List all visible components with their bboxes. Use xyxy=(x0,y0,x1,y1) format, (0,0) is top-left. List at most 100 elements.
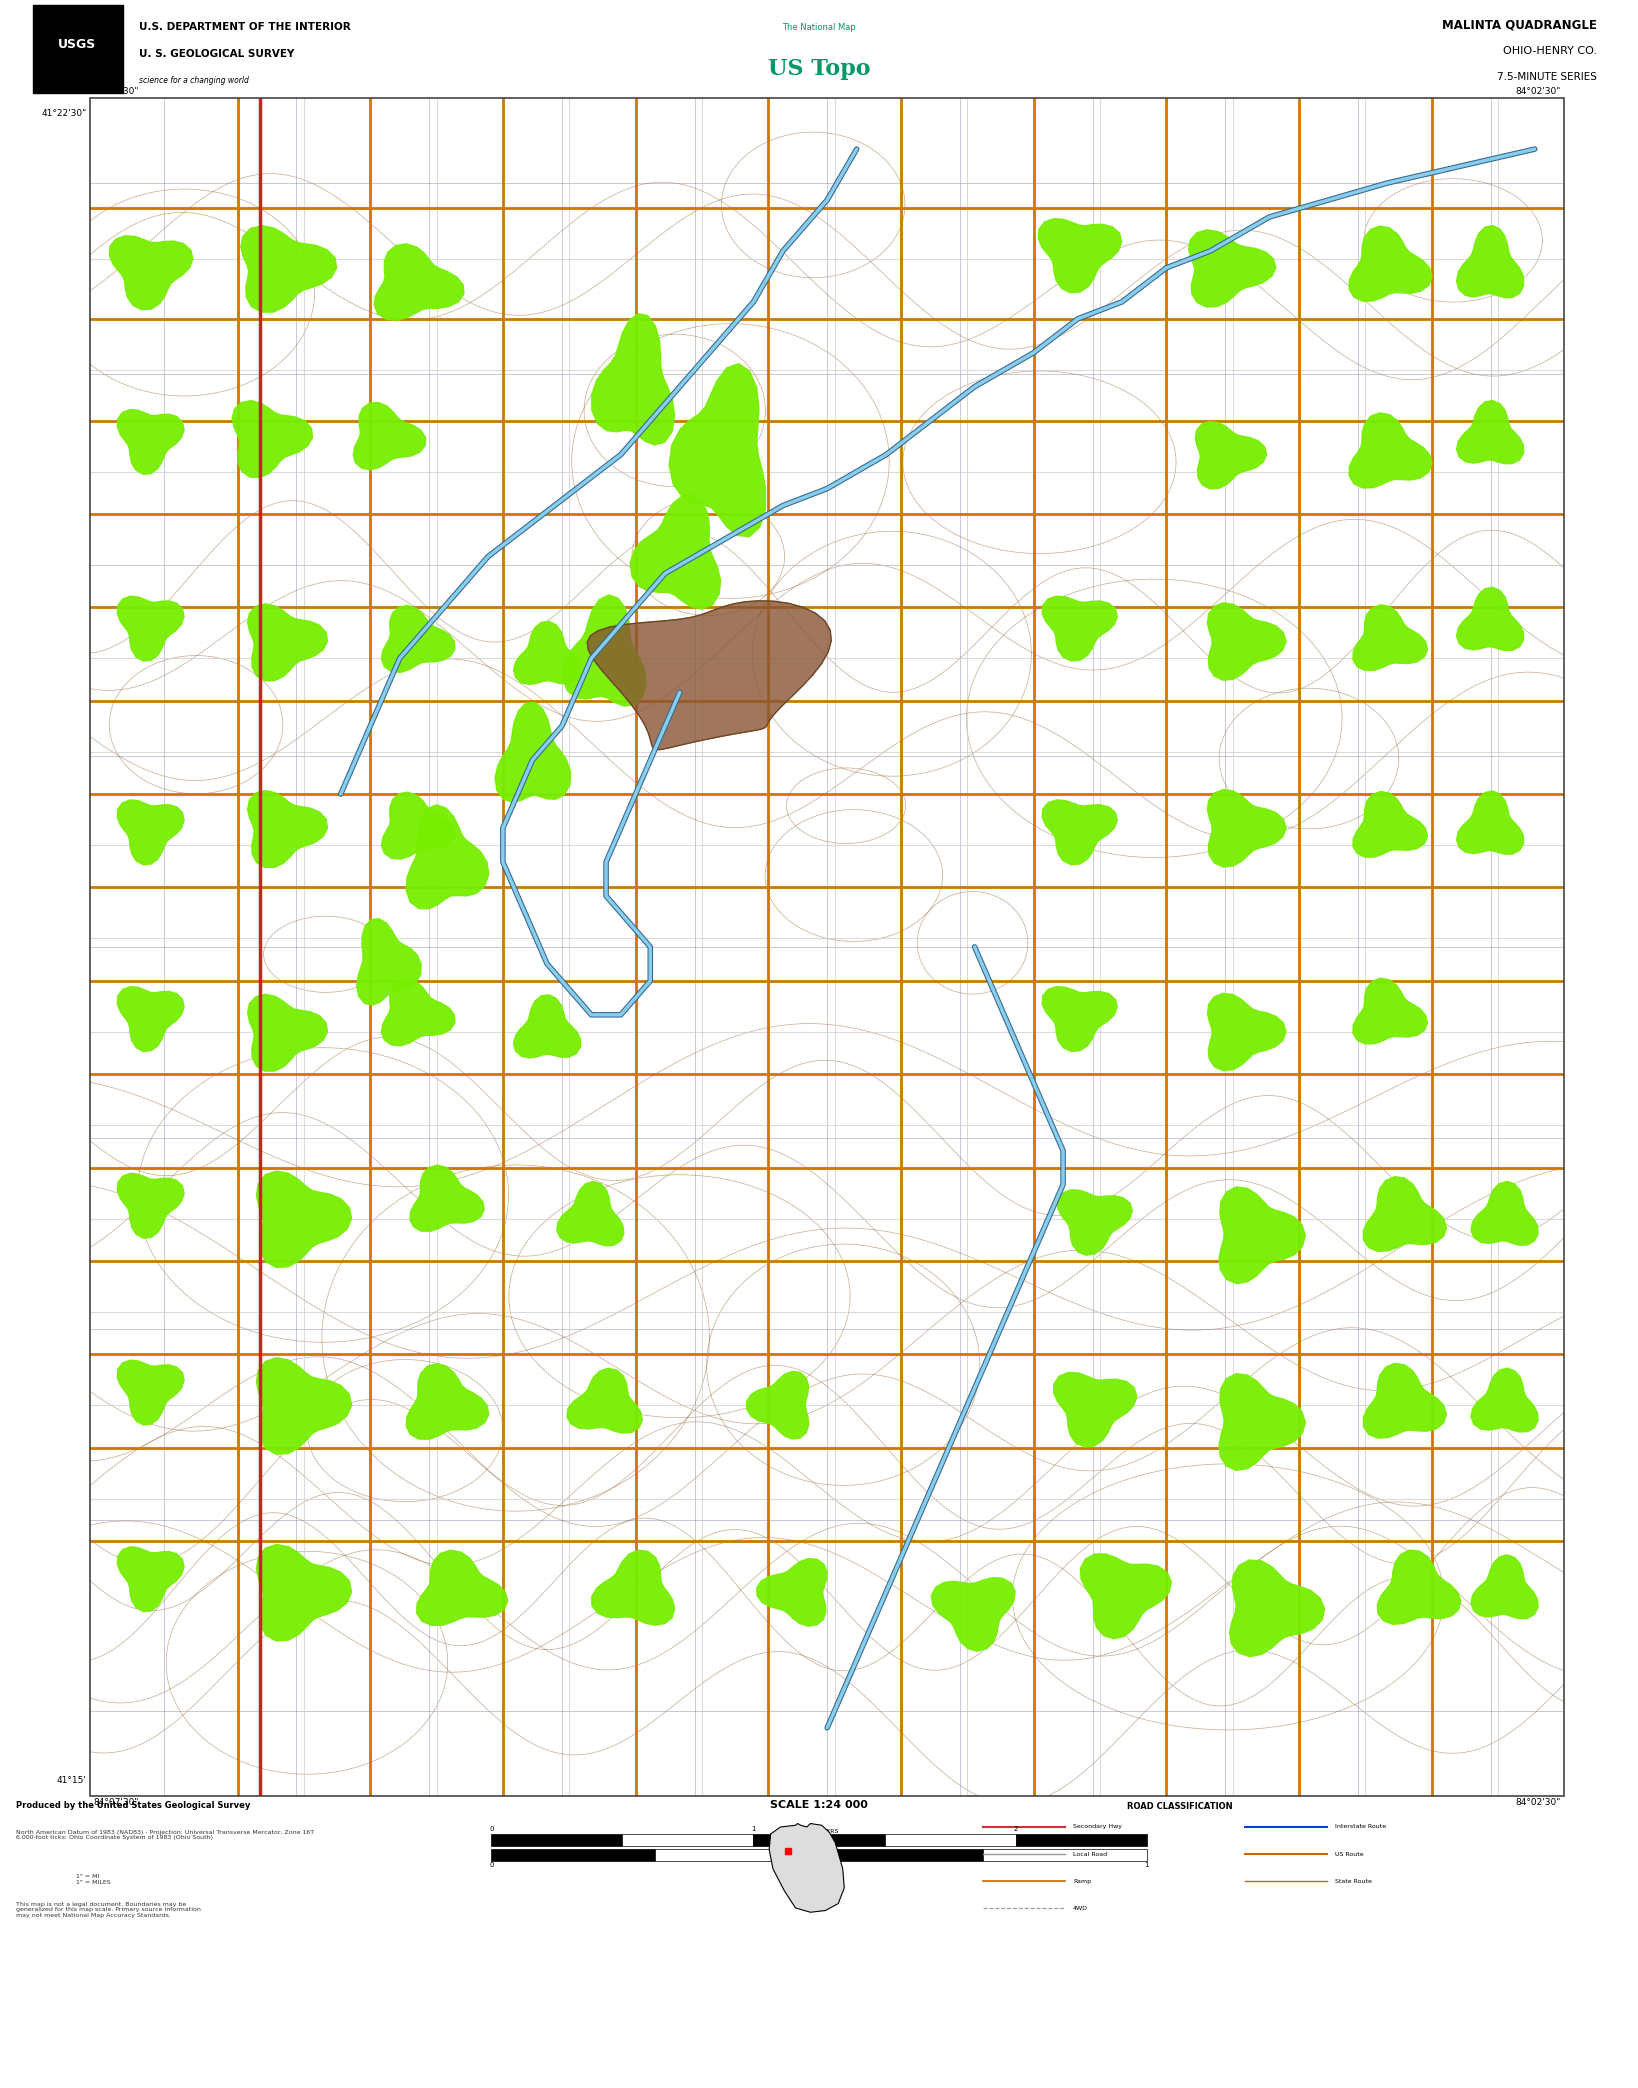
Polygon shape xyxy=(118,409,183,474)
Polygon shape xyxy=(591,313,675,445)
Text: North American Datum of 1983 (NAD83) - Projection: Universal Transverse Mercator: North American Datum of 1983 (NAD83) - P… xyxy=(16,1829,314,1846)
Text: The National Map: The National Map xyxy=(781,23,857,31)
Polygon shape xyxy=(1363,1178,1446,1251)
Text: ROAD CLASSIFICATION: ROAD CLASSIFICATION xyxy=(1127,1802,1232,1812)
Text: US Topo: US Topo xyxy=(768,58,870,79)
Polygon shape xyxy=(410,1165,485,1232)
Text: 84°02'30": 84°02'30" xyxy=(1515,1798,1561,1806)
Text: SCALE 1:24 000: SCALE 1:24 000 xyxy=(770,1800,868,1810)
Polygon shape xyxy=(1207,994,1286,1071)
Polygon shape xyxy=(591,1549,675,1624)
Text: Produced by the United States Geological Survey: Produced by the United States Geological… xyxy=(16,1802,251,1810)
Polygon shape xyxy=(257,1171,352,1267)
Polygon shape xyxy=(514,994,580,1059)
Text: This map is not a legal document. Boundaries may be
generalized for this map sca: This map is not a legal document. Bounda… xyxy=(16,1902,201,1919)
Polygon shape xyxy=(118,597,183,662)
Text: USGS: USGS xyxy=(57,38,97,50)
Polygon shape xyxy=(1353,606,1428,670)
Text: OHIO-HENRY CO.: OHIO-HENRY CO. xyxy=(1504,46,1597,56)
Polygon shape xyxy=(747,1372,809,1439)
Polygon shape xyxy=(1189,230,1276,307)
Bar xyxy=(622,1833,753,1846)
FancyBboxPatch shape xyxy=(33,4,123,94)
Text: Secondary Hwy: Secondary Hwy xyxy=(1073,1825,1122,1829)
Polygon shape xyxy=(1471,1182,1538,1244)
Text: 84°02'30": 84°02'30" xyxy=(1515,88,1561,96)
Polygon shape xyxy=(406,1363,488,1439)
Polygon shape xyxy=(110,236,193,309)
Polygon shape xyxy=(118,1547,183,1612)
Polygon shape xyxy=(373,244,464,319)
Text: KILOMETERS: KILOMETERS xyxy=(799,1829,839,1833)
Polygon shape xyxy=(118,988,183,1052)
Text: 41°22'30": 41°22'30" xyxy=(41,109,87,117)
Bar xyxy=(491,1833,622,1846)
Bar xyxy=(753,1833,885,1846)
Text: 84°07'30": 84°07'30" xyxy=(93,88,139,96)
Polygon shape xyxy=(668,363,765,537)
Polygon shape xyxy=(1053,1372,1137,1447)
Polygon shape xyxy=(1219,1374,1305,1470)
Polygon shape xyxy=(514,622,580,685)
Polygon shape xyxy=(770,1823,844,1913)
Polygon shape xyxy=(586,601,830,750)
Polygon shape xyxy=(357,919,421,1004)
Polygon shape xyxy=(1058,1190,1132,1255)
Polygon shape xyxy=(1038,219,1122,292)
Polygon shape xyxy=(1207,603,1286,681)
Polygon shape xyxy=(247,603,328,681)
Text: 84°07'30": 84°07'30" xyxy=(93,1798,139,1806)
Text: 41°15': 41°15' xyxy=(57,1777,87,1785)
Polygon shape xyxy=(562,595,647,706)
Polygon shape xyxy=(1350,226,1432,301)
Polygon shape xyxy=(382,606,455,672)
Text: Interstate Route: Interstate Route xyxy=(1335,1825,1386,1829)
Polygon shape xyxy=(257,1545,352,1641)
Text: MILES: MILES xyxy=(809,1871,829,1877)
Polygon shape xyxy=(257,1357,352,1453)
Polygon shape xyxy=(118,800,183,864)
Polygon shape xyxy=(1350,413,1432,489)
Polygon shape xyxy=(382,979,455,1046)
Polygon shape xyxy=(382,791,455,858)
Bar xyxy=(983,1848,1147,1860)
Bar xyxy=(885,1833,1016,1846)
Polygon shape xyxy=(118,1359,183,1424)
Text: 0: 0 xyxy=(490,1862,493,1869)
Polygon shape xyxy=(567,1368,642,1432)
Polygon shape xyxy=(495,702,570,802)
Polygon shape xyxy=(1363,1363,1446,1439)
Polygon shape xyxy=(247,994,328,1071)
Polygon shape xyxy=(1456,226,1523,299)
Polygon shape xyxy=(1456,587,1523,649)
Polygon shape xyxy=(1353,979,1428,1044)
Polygon shape xyxy=(416,1549,508,1624)
Polygon shape xyxy=(406,804,488,908)
Polygon shape xyxy=(631,495,721,610)
Text: 2: 2 xyxy=(1014,1827,1017,1833)
Polygon shape xyxy=(557,1182,624,1247)
Polygon shape xyxy=(118,1173,183,1238)
Polygon shape xyxy=(1230,1560,1325,1656)
Text: 1" = MI
                              1" = MILES: 1" = MI 1" = MILES xyxy=(16,1875,111,1892)
Text: 0: 0 xyxy=(490,1827,493,1833)
Text: MALINTA QUADRANGLE: MALINTA QUADRANGLE xyxy=(1441,19,1597,31)
Polygon shape xyxy=(247,791,328,867)
Polygon shape xyxy=(1081,1553,1171,1639)
Polygon shape xyxy=(1042,800,1117,864)
Text: Ramp: Ramp xyxy=(1073,1879,1091,1883)
Text: U. S. GEOLOGICAL SURVEY: U. S. GEOLOGICAL SURVEY xyxy=(139,48,295,58)
Text: U.S. DEPARTMENT OF THE INTERIOR: U.S. DEPARTMENT OF THE INTERIOR xyxy=(139,23,351,33)
Polygon shape xyxy=(1042,597,1117,662)
Bar xyxy=(491,1848,655,1860)
Polygon shape xyxy=(1456,401,1523,464)
Bar xyxy=(1016,1833,1147,1846)
Polygon shape xyxy=(757,1558,827,1627)
Polygon shape xyxy=(1378,1549,1461,1624)
Text: State Route: State Route xyxy=(1335,1879,1373,1883)
Text: science for a changing world: science for a changing world xyxy=(139,75,249,86)
Polygon shape xyxy=(1471,1556,1538,1618)
Polygon shape xyxy=(1456,791,1523,854)
Polygon shape xyxy=(1207,789,1286,867)
Polygon shape xyxy=(1042,988,1117,1052)
